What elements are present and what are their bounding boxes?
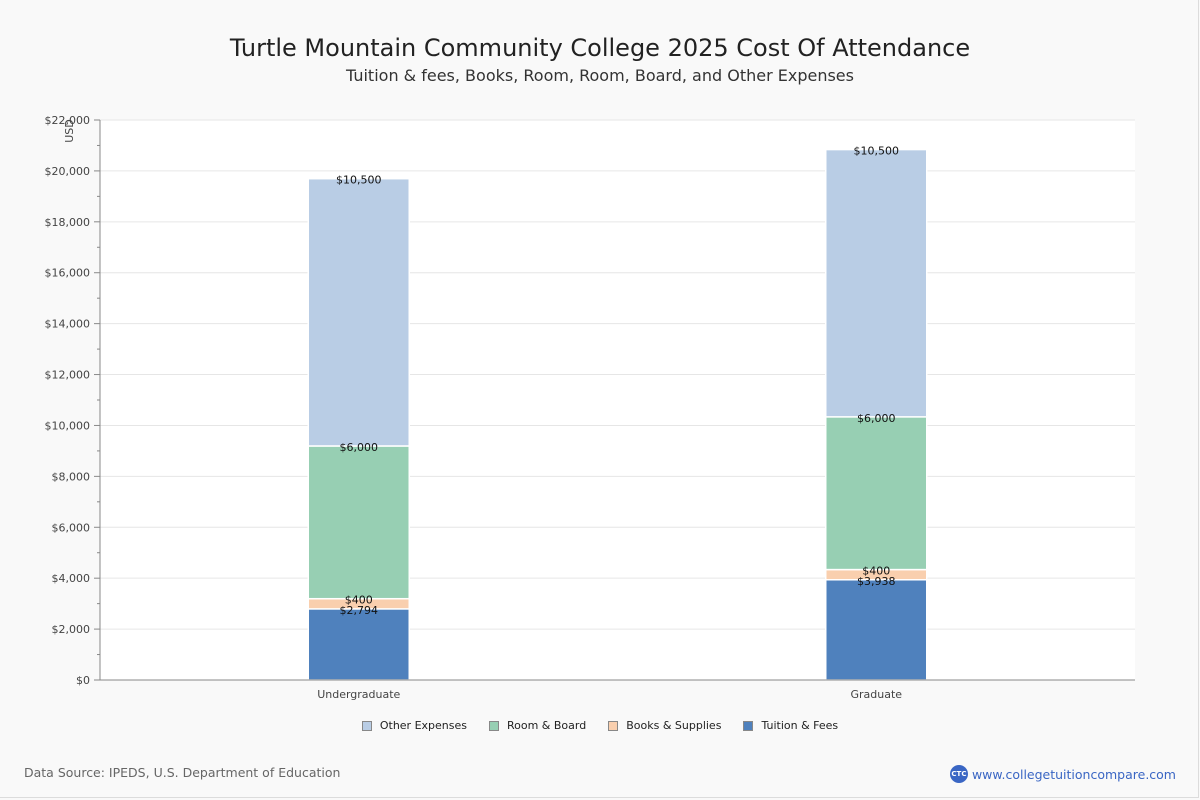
legend-label: Room & Board bbox=[506, 719, 587, 732]
data-label: $400 bbox=[862, 565, 890, 578]
x-tick-label: Undergraduate bbox=[317, 688, 400, 701]
legend-label: Books & Supplies bbox=[626, 719, 722, 732]
legend-item[interactable]: Books & Supplies bbox=[608, 719, 721, 732]
y-axis-title: USD bbox=[63, 119, 76, 143]
y-tick-label: $6,000 bbox=[52, 521, 91, 534]
x-tick-label: Graduate bbox=[850, 688, 902, 701]
data-label: $10,500 bbox=[336, 174, 382, 187]
chart-title: Turtle Mountain Community College 2025 C… bbox=[229, 34, 971, 62]
bar-segment-room-board[interactable] bbox=[825, 416, 928, 571]
data-label: $2,794 bbox=[340, 604, 379, 617]
legend-label: Other Expenses bbox=[379, 719, 467, 732]
legend-label: Tuition & Fees bbox=[761, 719, 839, 732]
bar-segment-tuition-fees[interactable] bbox=[825, 579, 928, 681]
brand-logo-icon: CTC bbox=[949, 765, 968, 783]
y-tick-label: $0 bbox=[76, 674, 90, 687]
legend-swatch-icon bbox=[608, 720, 619, 731]
chart-subtitle: Tuition & fees, Books, Room, Room, Board… bbox=[346, 66, 854, 85]
y-tick-label: $10,000 bbox=[45, 419, 91, 432]
legend-item[interactable]: Room & Board bbox=[488, 719, 587, 732]
bar-segment-other-expenses[interactable] bbox=[825, 148, 928, 418]
data-labels: $2,794$400$6,000$10,500$3,938$400$6,000$… bbox=[336, 145, 899, 617]
legend-swatch-icon bbox=[743, 720, 754, 731]
data-source: Data Source: IPEDS, U.S. Department of E… bbox=[24, 765, 341, 780]
y-tick-label: $8,000 bbox=[52, 470, 91, 483]
y-tick-label: $4,000 bbox=[52, 572, 91, 585]
data-label: $6,000 bbox=[857, 412, 896, 425]
legend-swatch-icon bbox=[361, 720, 372, 731]
data-label: $10,500 bbox=[854, 145, 900, 158]
brand-link[interactable]: CTC www.collegetuitioncompare.com bbox=[949, 765, 1176, 783]
data-label: $3,938 bbox=[857, 575, 896, 588]
y-tick-label: $18,000 bbox=[45, 216, 91, 229]
x-axis: Undergraduate Graduate bbox=[100, 679, 1135, 701]
plot-background bbox=[100, 120, 1135, 680]
y-tick-label: $12,000 bbox=[45, 369, 91, 382]
bar-segment-tuition-fees[interactable] bbox=[307, 608, 410, 681]
y-axis: $0 $2,000 $4,000 $6,000 $8,000 $10,000 $12,000… bbox=[45, 114, 101, 687]
data-label: $400 bbox=[345, 594, 373, 607]
data-label: $6,000 bbox=[340, 441, 379, 454]
legend: Other Expenses Room & Board Books & Suppli… bbox=[0, 719, 1200, 732]
bar-segment-other-expenses[interactable] bbox=[307, 177, 410, 447]
gridlines bbox=[100, 119, 1135, 630]
legend-item[interactable]: Tuition & Fees bbox=[743, 719, 838, 732]
legend-item[interactable]: Other Expenses bbox=[361, 719, 467, 732]
y-tick-label: $14,000 bbox=[45, 318, 91, 331]
bar-segment-room-board[interactable] bbox=[307, 445, 410, 600]
brand-url[interactable]: www.collegetuitioncompare.com bbox=[971, 766, 1176, 782]
legend-swatch-icon bbox=[488, 720, 499, 731]
bars bbox=[307, 148, 928, 681]
y-tick-label: $16,000 bbox=[45, 267, 91, 280]
y-tick-label: $2,000 bbox=[52, 623, 91, 636]
y-tick-label: $20,000 bbox=[45, 165, 91, 178]
y-tick-label: $22,000 bbox=[45, 114, 91, 127]
